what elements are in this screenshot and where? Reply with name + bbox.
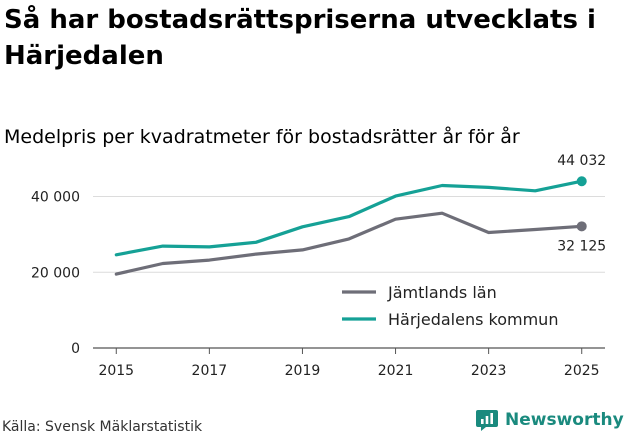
series-end-point: [576, 221, 587, 232]
legend-box: [334, 279, 604, 335]
newsworthy-logo-icon: [476, 410, 498, 431]
series-line-0: [114, 211, 584, 276]
x-tick-label: 2023: [471, 363, 507, 379]
brand-name: Newsworthy: [505, 410, 624, 430]
series-end-point: [576, 176, 587, 187]
axes: 0 20 000 40 000 2015 2017 2019 2021 2023 2025: [31, 190, 605, 379]
series-end-label: 32 125: [557, 238, 606, 254]
series-line-1: [114, 179, 584, 257]
legend: Jämtlands län Härjedalens kommun: [334, 279, 604, 335]
y-tick-label: 20 000: [31, 265, 80, 281]
legend-label: Jämtlands län: [387, 283, 497, 302]
brand-logo[interactable]: Newsworthy: [475, 408, 624, 432]
x-tick-label: 2025: [564, 363, 600, 379]
series-end-label: 44 032: [557, 153, 606, 169]
gridlines: [93, 196, 605, 273]
chart-subtitle: Medelpris per kvadratmeter för bostadsrä…: [4, 126, 520, 148]
x-tick-label: 2019: [285, 363, 321, 379]
chart-title: Så har bostadsrättspriserna utvecklats i…: [4, 5, 596, 71]
x-tick-label: 2017: [192, 363, 228, 379]
x-tick-label: 2015: [98, 363, 134, 379]
x-tick-label: 2021: [378, 363, 414, 379]
y-tick-label: 0: [71, 341, 80, 357]
source-note: Källa: Svensk Mäklarstatistik: [2, 419, 203, 435]
legend-label: Härjedalens kommun: [388, 310, 558, 329]
series-lines: 32 125 44 032: [114, 153, 606, 276]
y-tick-label: 40 000: [31, 190, 80, 206]
